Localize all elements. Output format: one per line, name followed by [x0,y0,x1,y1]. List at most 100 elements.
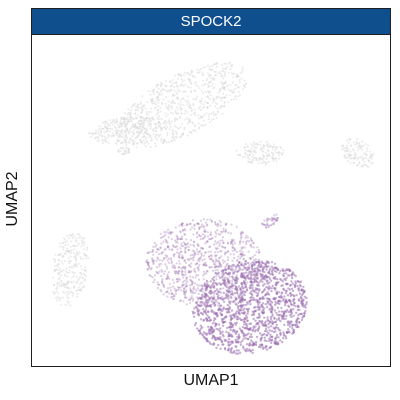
cell-point [209,342,212,346]
cell-point [244,283,248,286]
cell-point [218,263,221,266]
cell-point [181,254,184,257]
cell-point [296,280,299,283]
cell-point [199,219,203,222]
cell-point [126,129,129,132]
cell-point [230,309,234,312]
cell-point [185,303,188,306]
cell-point [217,274,220,278]
cell-point [365,150,368,153]
cell-point [213,301,216,304]
cell-point [230,317,233,320]
cell-point [257,281,260,285]
cell-point [212,111,215,114]
cell-point [292,314,295,317]
cell-point [193,224,196,227]
cell-point [207,250,210,253]
cell-point [137,133,140,136]
cell-point [132,124,135,127]
cell-point [282,298,285,301]
cell-point [229,328,232,332]
cell-point [173,85,176,88]
cell-point [209,254,213,257]
cell-point [175,82,178,84]
cell-point [239,154,242,157]
cell-point [185,238,188,241]
cell-point [259,148,262,151]
cell-point [219,233,222,236]
cell-point [207,118,210,121]
cell-point [274,337,277,340]
cell-point [223,253,226,256]
cell-point [292,329,295,332]
cell-point [242,257,245,260]
cell-point [134,122,137,125]
cell-point [67,297,70,300]
cell-point [225,230,228,233]
cell-point [162,257,165,260]
cell-point [200,253,203,256]
cell-point [222,287,225,290]
cell-point [79,235,82,238]
cell-point [225,62,228,65]
cell-point [175,280,179,283]
cell-point [235,330,239,333]
cell-point [244,314,248,317]
cell-point [208,121,211,124]
cell-point [178,260,181,263]
cell-point [190,257,193,260]
cell-point [127,118,130,121]
cell-point [278,329,282,332]
cell-point [205,79,208,82]
cell-point [290,274,293,277]
cell-point [283,312,286,315]
cell-point [181,273,184,276]
cell-point [204,242,207,245]
cell-point [182,133,185,136]
cell-point [124,134,127,137]
cell-point [267,270,270,274]
cell-point [286,331,289,335]
cell-point [288,299,291,302]
cell-point [201,247,204,250]
cell-point [174,130,177,133]
cell-point [171,139,174,142]
cell-point [73,235,76,238]
cell-point [147,261,150,264]
cell-point [67,243,70,246]
cell-point [360,165,363,168]
cell-point [196,68,199,71]
cell-point [183,128,186,131]
cell-point [223,105,226,108]
cell-point [150,111,153,113]
cell-point [146,120,149,122]
cell-point [160,268,163,272]
cell-point [100,129,103,132]
cell-point [62,284,65,287]
cell-point [215,336,219,340]
cell-point [227,334,231,338]
cell-point [251,144,254,147]
cell-point [55,287,58,290]
cell-point [214,246,217,249]
cell-point [224,307,228,311]
cell-point [261,150,264,153]
cell-point [276,277,279,281]
cell-point [220,80,223,83]
cell-point [243,155,246,158]
cell-point [193,282,197,285]
cell-point [175,111,178,114]
cell-point [172,244,175,247]
cell-point [261,302,265,305]
cell-point [183,287,186,290]
cell-point [136,105,139,108]
cell-point [70,249,73,252]
cell-point [212,113,215,116]
cell-point [219,221,222,224]
cell-point [204,221,207,224]
cell-point [169,89,172,92]
cell-point [252,141,255,144]
cell-point [370,157,373,160]
cell-point [204,251,207,254]
cell-point [64,252,67,255]
